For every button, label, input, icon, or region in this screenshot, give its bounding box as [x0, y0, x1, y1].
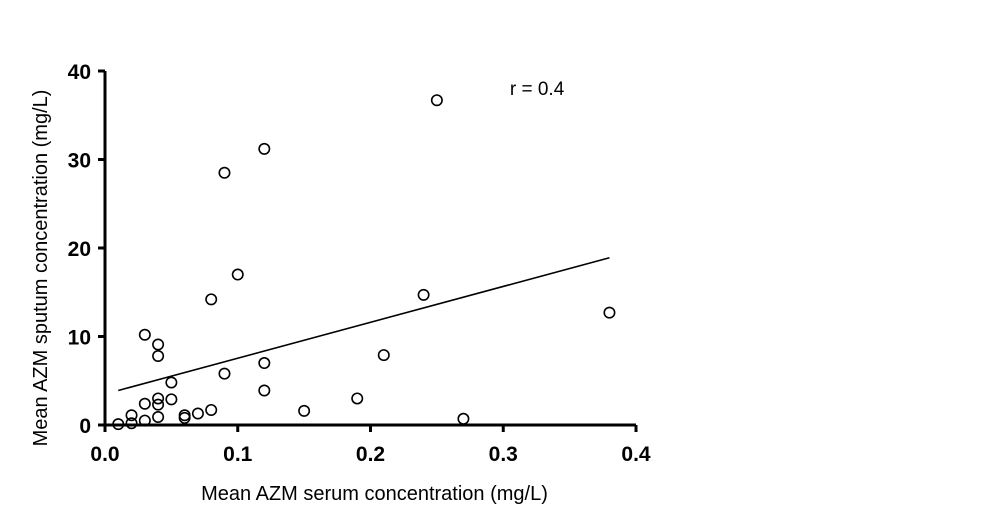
data-point [152, 338, 165, 351]
data-point [178, 409, 191, 422]
data-point [218, 367, 231, 380]
data-point [125, 409, 138, 422]
data-point [152, 398, 165, 411]
x-axis-title: Mean AZM serum concentration (mg/L) [201, 483, 548, 505]
data-point [138, 328, 151, 341]
data-point [112, 418, 125, 431]
x-tick-label: 0.1 [223, 443, 253, 466]
x-tick-label: 0.3 [489, 443, 518, 466]
y-tick-label: 40 [68, 61, 91, 84]
data-point [258, 142, 271, 155]
x-tick-label: 0.2 [356, 443, 385, 466]
regression-line [118, 256, 610, 392]
data-point [165, 393, 178, 406]
x-tick-label: 0.0 [90, 443, 119, 466]
data-point [603, 306, 616, 319]
y-axis-title: Mean AZM sputum concentration (mg/L) [30, 90, 52, 447]
correlation-annotation: r = 0.4 [510, 79, 565, 100]
data-points [112, 94, 616, 431]
data-point [218, 166, 231, 179]
data-point [191, 407, 204, 420]
data-point [430, 94, 443, 107]
y-tick-label: 0 [79, 415, 91, 438]
data-point [125, 417, 138, 430]
data-point [138, 397, 151, 410]
data-point [457, 412, 470, 425]
y-tick-label: 30 [68, 150, 91, 173]
tick-labels: 0.0 0.1 0.2 0.3 0.4 0 10 20 30 40 [68, 61, 651, 466]
data-point [205, 293, 218, 306]
x-tick-label: 0.4 [621, 443, 651, 466]
data-point [377, 349, 390, 362]
data-point [258, 357, 271, 370]
ticks [98, 69, 638, 432]
data-point [298, 404, 311, 417]
regression [118, 256, 610, 392]
data-point [205, 403, 218, 416]
annotations: r = 0.4 [510, 79, 565, 100]
data-point [152, 349, 165, 362]
y-tick-label: 10 [68, 327, 91, 350]
data-point [258, 384, 271, 397]
y-tick-label: 20 [68, 238, 91, 261]
data-point [152, 411, 165, 424]
data-point [152, 392, 165, 405]
data-point [417, 288, 430, 301]
data-point [351, 392, 364, 405]
data-point [165, 376, 178, 389]
data-point [138, 414, 151, 427]
data-point [231, 268, 244, 281]
